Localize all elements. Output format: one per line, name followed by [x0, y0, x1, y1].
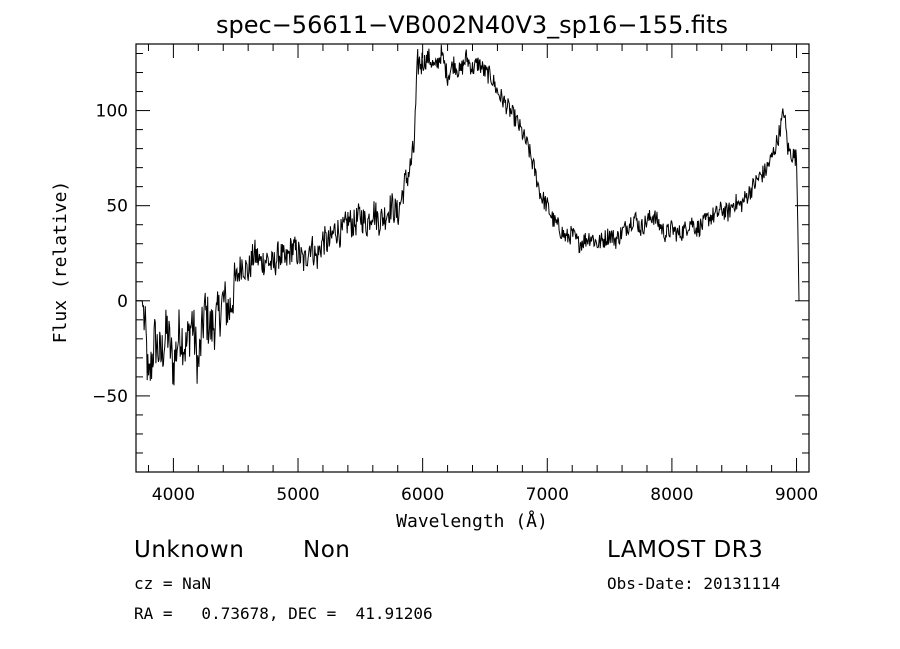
x-tick-label: 8000: [650, 485, 693, 505]
ra-dec-value: RA = 0.73678, DEC = 41.91206: [134, 604, 433, 623]
y-tick-label: 50: [106, 197, 128, 217]
plot-frame: [135, 43, 810, 473]
obs-date: Obs-Date: 20131114: [607, 574, 781, 593]
x-tick-label: 6000: [401, 485, 444, 505]
x-tick-label: 4000: [152, 485, 195, 505]
y-tick-labels: −50 0 50 100: [92, 102, 128, 407]
x-tick-label: 7000: [526, 485, 569, 505]
x-axis-label: Wavelength (Å): [396, 510, 548, 532]
spectrum-line: [136, 44, 800, 386]
x-tick-label: 9000: [775, 485, 818, 505]
y-tick-label: 0: [117, 292, 128, 312]
object-class: Unknown: [134, 537, 245, 563]
axis-ticks: [136, 44, 809, 472]
y-tick-label: −50: [92, 387, 128, 407]
chart-title: spec−56611−VB002N40V3_sp16−155.fits: [216, 11, 728, 39]
y-tick-label: 100: [96, 102, 128, 122]
x-tick-labels: 4000 5000 6000 7000 8000 9000: [152, 485, 818, 505]
y-axis-label: Flux (relative): [50, 181, 71, 344]
object-subclass: Non: [303, 537, 351, 563]
survey-name: LAMOST DR3: [607, 537, 764, 563]
x-tick-label: 5000: [276, 485, 319, 505]
cz-value: cz = NaN: [134, 574, 212, 593]
